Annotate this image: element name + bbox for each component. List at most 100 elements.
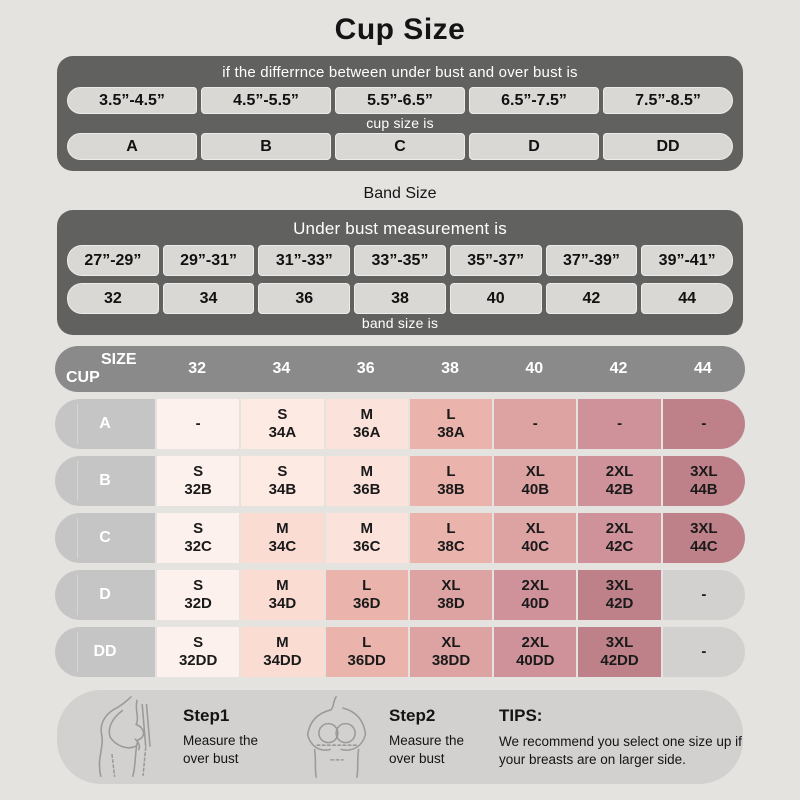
cup-diff-range-pill: 5.5”-6.5” <box>335 87 465 114</box>
size-row-C: C S 32C M 34C M 36C L 38C XL 40C 2XL 42C 3XL 44C <box>55 513 745 563</box>
size-cell: 3XL 42DD <box>578 627 661 677</box>
column-header-44: 44 <box>693 360 712 377</box>
band-size-footer: band size is <box>361 315 439 331</box>
size-cell: S 34A <box>241 399 324 449</box>
size-cell: M 36A <box>325 399 408 449</box>
size-row-B: B S 32B S 34B M 36B L 38B XL 40B 2XL 42B 3XL 44B <box>55 456 745 506</box>
size-cell: XL 40B <box>494 456 577 506</box>
cup-diff-range-pill: 7.5”-8.5” <box>603 87 733 114</box>
band-size-pill: 32 <box>67 283 159 314</box>
step2-figure-icon <box>289 696 385 778</box>
size-cell: S 32D <box>157 570 240 620</box>
row-label-divider <box>77 518 78 558</box>
tips-block: TIPS: We recommend you select one size u… <box>499 706 761 769</box>
cup-size-pill: C <box>335 133 465 160</box>
cup-diff-range-row: 3.5”-4.5” 4.5”-5.5” 5.5”-6.5” 6.5”-7.5” 7.5”… <box>67 87 733 114</box>
size-row-DD: DD S 32DD M 34DD L 36DD XL 38DD 2XL 40DD 3XL 42DD - <box>55 627 745 677</box>
size-cell: S 34B <box>241 456 324 506</box>
size-cell: M 34DD <box>241 627 324 677</box>
size-matrix-table: SIZE CUP 32 34 36 38 40 42 44 A - S 34A M 36A L 38A - -… <box>55 346 745 677</box>
under-bust-range-pill: 29”-31” <box>162 245 255 276</box>
cup-size-pill: DD <box>603 133 733 160</box>
size-cell: L 38C <box>409 513 493 563</box>
size-cell: XL 38D <box>409 570 493 620</box>
cup-size-subheader: cup size is <box>366 115 434 131</box>
step2-title: Step2 <box>389 706 436 725</box>
step2-desc: Measure the over bust <box>389 733 465 766</box>
band-size-pill: 36 <box>258 283 351 314</box>
size-cell: 2XL 40D <box>494 570 577 620</box>
cup-diff-range-pill: 3.5”-4.5” <box>67 87 197 114</box>
cup-row-label: DD <box>55 627 155 677</box>
band-size-pill: 38 <box>354 283 446 314</box>
size-row-D: D S 32D M 34D L 36D XL 38D 2XL 40D 3XL 42D - <box>55 570 745 620</box>
cup-row-label: A <box>55 399 155 449</box>
size-cell: - <box>494 399 577 449</box>
size-cell: XL 38DD <box>409 627 493 677</box>
tips-title: TIPS: <box>499 705 543 725</box>
under-bust-range-pill: 33”-35” <box>354 245 446 276</box>
tips-text: We recommend you select one size up if y… <box>499 733 742 767</box>
cup-row-label: B <box>55 456 155 506</box>
cup-diff-range-pill: 4.5”-5.5” <box>201 87 331 114</box>
under-bust-range-pill: 37”-39” <box>545 245 638 276</box>
size-cell: 3XL 44C <box>662 513 745 563</box>
size-cell: M 36B <box>325 456 408 506</box>
size-cell: - <box>662 399 745 449</box>
column-header-40: 40 <box>525 360 544 377</box>
size-cup-corner-cell: SIZE CUP <box>55 346 155 392</box>
under-bust-header: Under bust measurement is <box>293 219 507 238</box>
size-cell: S 32C <box>157 513 240 563</box>
size-table-header: SIZE CUP 32 34 36 38 40 42 44 <box>55 346 745 392</box>
band-size-pill: 44 <box>641 283 733 314</box>
cup-diff-header: if the differrnce between under bust and… <box>222 64 578 81</box>
cup-size-pill: A <box>67 133 197 160</box>
step1-text: Step1 Measure the over bust <box>183 706 275 768</box>
row-label-divider <box>77 461 78 501</box>
size-cell: M 36C <box>325 513 408 563</box>
band-size-pill: 42 <box>545 283 638 314</box>
under-bust-range-pill: 27”-29” <box>67 245 159 276</box>
row-label-divider <box>77 575 78 615</box>
column-header-34: 34 <box>272 360 291 377</box>
step1-figure-icon <box>83 696 179 778</box>
under-bust-range-pill: 31”-33” <box>258 245 351 276</box>
size-cell: - <box>662 570 745 620</box>
cup-diff-range-pill: 6.5”-7.5” <box>469 87 599 114</box>
cup-row-label: D <box>55 570 155 620</box>
cup-size-pill: B <box>201 133 331 160</box>
under-bust-range-pill: 39”-41” <box>641 245 733 276</box>
cup-size-panel: if the differrnce between under bust and… <box>57 56 743 171</box>
size-cell: S 32DD <box>157 627 240 677</box>
size-cell: - <box>157 399 240 449</box>
under-bust-range-row: 27”-29” 29”-31” 31”-33” 33”-35” 35”-37” 37”-3… <box>67 245 733 276</box>
corner-cup-label: CUP <box>66 369 100 386</box>
size-cell: 2XL 42B <box>578 456 661 506</box>
size-row-A: A - S 34A M 36A L 38A - - - <box>55 399 745 449</box>
band-size-panel: Under bust measurement is 27”-29” 29”-31”… <box>57 210 743 335</box>
page-title: Cup Size <box>334 13 466 46</box>
size-cell: 3XL 44B <box>662 456 745 506</box>
size-cell: 2XL 42C <box>578 513 661 563</box>
size-cell: L 36D <box>325 570 408 620</box>
size-cell: - <box>662 627 745 677</box>
cup-size-row: A B C D DD <box>67 133 733 160</box>
size-cell: 3XL 42D <box>578 570 661 620</box>
size-cell: L 36DD <box>325 627 408 677</box>
size-cell: M 34C <box>241 513 324 563</box>
cup-size-pill: D <box>469 133 599 160</box>
column-header-38: 38 <box>441 360 459 377</box>
column-header-42: 42 <box>609 360 628 377</box>
cup-row-label: C <box>55 513 155 563</box>
size-cell: L 38B <box>409 456 493 506</box>
step1-desc: Measure the over bust <box>183 733 259 766</box>
size-cell: S 32B <box>157 456 240 506</box>
band-size-row: 32 34 36 38 40 42 44 <box>67 283 733 314</box>
corner-size-label: SIZE <box>101 351 137 368</box>
under-bust-range-pill: 35”-37” <box>449 245 542 276</box>
step2-text: Step2 Measure the over bust <box>389 706 481 768</box>
row-label-divider <box>77 404 78 444</box>
measuring-guide-panel: Step1 Measure the over bust Step2 Measur… <box>57 690 743 784</box>
size-cell: L 38A <box>409 399 493 449</box>
size-cell: 2XL 40DD <box>494 627 577 677</box>
